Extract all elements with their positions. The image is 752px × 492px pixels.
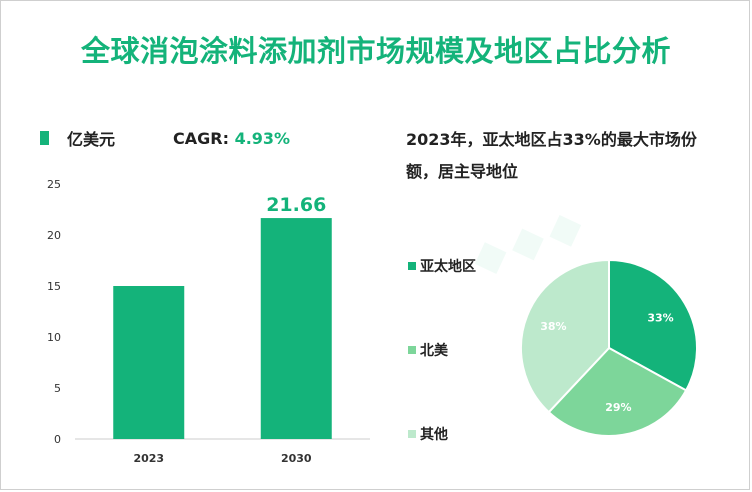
pie-legend-item-other: 其他 — [408, 424, 448, 444]
chart-title: 全球消泡涂料添加剂市场规模及地区占比分析 — [80, 34, 671, 68]
pie-slice-na — [547, 346, 688, 437]
bar-2023 — [113, 286, 185, 439]
pie-legend-swatch-na — [408, 346, 416, 354]
y-tick-label: 10 — [47, 331, 61, 344]
y-tick-label: 5 — [54, 382, 61, 395]
pie-legend-item-asia: 亚太地区 — [408, 256, 476, 276]
pie-slice-asia — [608, 258, 698, 392]
y-tick-label: 15 — [47, 280, 61, 293]
pie-legend-label-other: 其他 — [420, 427, 448, 443]
pie-legend-label-na: 北美 — [420, 343, 448, 359]
pie-label-other: 38% — [540, 320, 566, 333]
pie-legend-item-na: 北美 — [408, 340, 448, 360]
pie-slice-other — [520, 258, 610, 414]
unit-label: 亿美元 — [67, 130, 116, 149]
pie-label-asia: 33% — [647, 312, 673, 325]
cagr-value: 4.93% — [234, 128, 291, 148]
pie-legend-swatch-other — [408, 430, 416, 438]
bar-legend: 亿美元 CAGR: 4.93% — [40, 126, 290, 150]
bar-legend-swatch — [40, 131, 49, 145]
pie-note: 2023年，亚太地区占33%的最大市场份额，居主导地位 — [406, 130, 697, 181]
x-tick-label: 2023 — [133, 452, 164, 465]
cagr-label: CAGR: — [173, 128, 229, 148]
y-tick-label: 20 — [47, 229, 61, 242]
y-tick-label: 0 — [54, 433, 61, 446]
pie-label-na: 29% — [605, 401, 631, 414]
pie-legend-swatch-asia — [408, 262, 416, 270]
bar-2030 — [260, 218, 332, 439]
y-tick-label: 25 — [47, 178, 61, 191]
data-label-2030: 21.66 — [266, 194, 326, 216]
pie-legend-label-asia: 亚太地区 — [420, 259, 476, 275]
x-tick-label: 2030 — [281, 452, 312, 465]
